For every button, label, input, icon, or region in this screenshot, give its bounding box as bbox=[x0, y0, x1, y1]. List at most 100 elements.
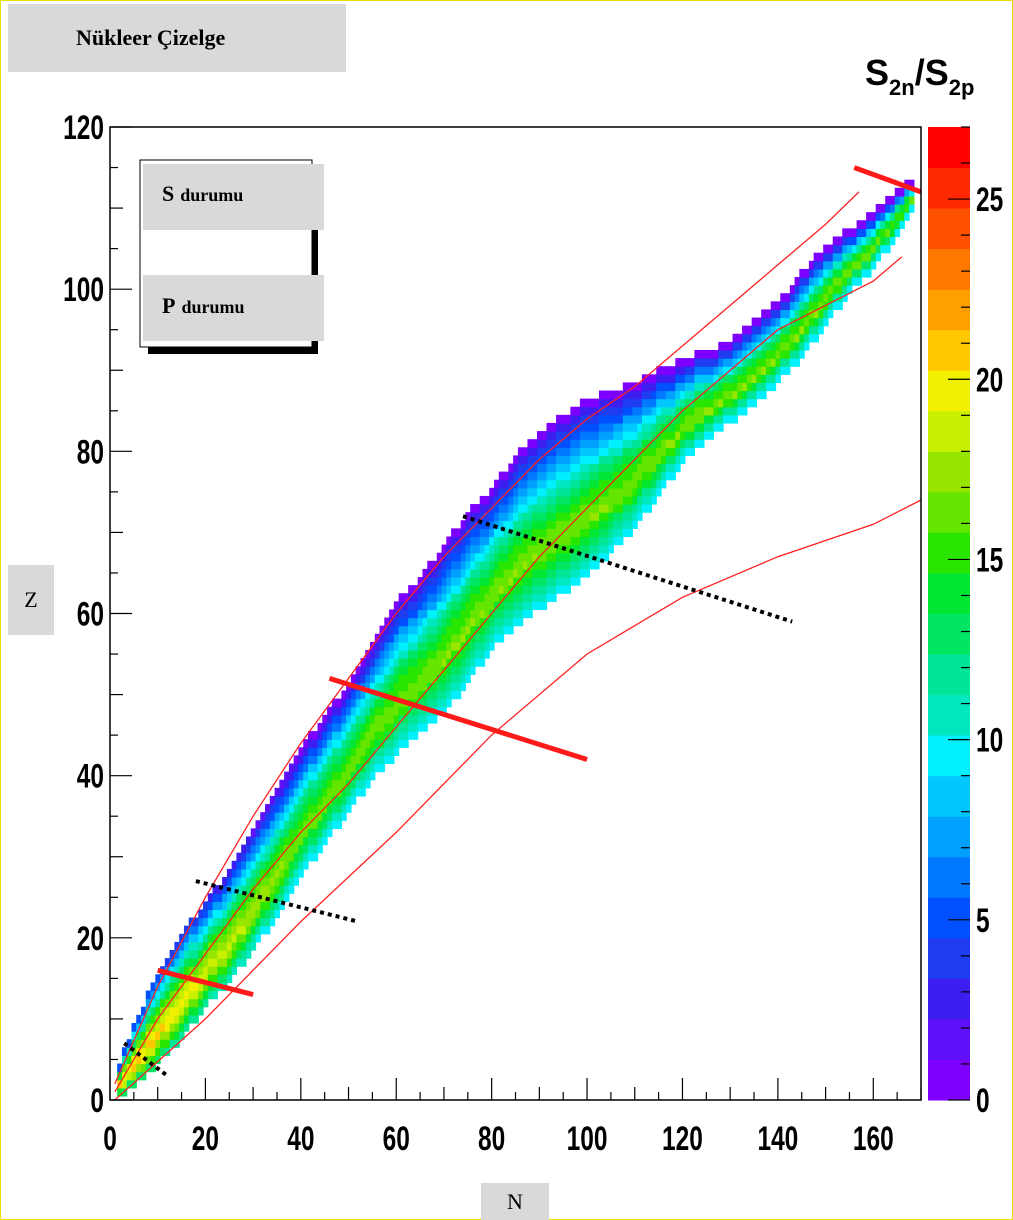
heatmap-cell bbox=[618, 528, 624, 538]
heatmap-cell bbox=[727, 414, 734, 424]
heatmap-cell bbox=[517, 552, 524, 562]
heatmap-cell bbox=[594, 463, 600, 473]
heatmap-cell bbox=[145, 998, 152, 1008]
heatmap-cell bbox=[327, 763, 333, 773]
heatmap-cell bbox=[203, 966, 209, 975]
heatmap-cell bbox=[522, 577, 529, 586]
heatmap-cell bbox=[255, 860, 261, 870]
dotted-black-line bbox=[462, 514, 793, 624]
heatmap-cell bbox=[756, 390, 762, 400]
heatmap-cell bbox=[885, 220, 891, 229]
heatmap-cell bbox=[479, 625, 486, 635]
heatmap-cell bbox=[827, 252, 834, 262]
heatmap-cell bbox=[551, 520, 557, 529]
heatmap-cell bbox=[327, 804, 333, 813]
heatmap-cell bbox=[823, 285, 829, 294]
heatmap-cell bbox=[145, 1039, 152, 1048]
heatmap-cell bbox=[255, 933, 261, 943]
heatmap-cell bbox=[641, 414, 648, 424]
heatmap-cell bbox=[536, 577, 543, 586]
heatmap-cell bbox=[455, 690, 462, 700]
heatmap-cell bbox=[794, 325, 800, 335]
heatmap-cell bbox=[346, 739, 352, 748]
heatmap-cell bbox=[746, 341, 753, 351]
heatmap-cell bbox=[584, 544, 591, 554]
heatmap-cell bbox=[875, 252, 882, 262]
heatmap-cell bbox=[331, 731, 338, 740]
heatmap-cell bbox=[646, 374, 653, 384]
heatmap-cell bbox=[818, 252, 824, 262]
heatmap-cell bbox=[689, 406, 695, 416]
heatmap-cell bbox=[622, 495, 629, 505]
heatmap-cell bbox=[703, 431, 710, 440]
heatmap-cell bbox=[556, 447, 562, 456]
heatmap-cell bbox=[460, 658, 467, 667]
heatmap-cell bbox=[546, 471, 552, 481]
heatmap-cell bbox=[217, 909, 223, 919]
heatmap-cell bbox=[436, 633, 443, 643]
heatmap-cell bbox=[360, 714, 366, 724]
heatmap-cell bbox=[427, 601, 433, 611]
heatmap-cell bbox=[403, 593, 409, 602]
heatmap-cell bbox=[727, 390, 734, 400]
heatmap-cell bbox=[465, 641, 471, 651]
heatmap-cell bbox=[412, 617, 419, 627]
heatmap-cell bbox=[226, 950, 233, 959]
heatmap-cell bbox=[269, 901, 276, 911]
heatmap-cell bbox=[312, 731, 319, 740]
heatmap-cell bbox=[141, 1063, 147, 1073]
heatmap-cell bbox=[565, 536, 571, 546]
heatmap-cell bbox=[284, 804, 290, 813]
heatmap-cell bbox=[494, 544, 500, 554]
heatmap-cell bbox=[327, 795, 333, 805]
heatmap-cell bbox=[780, 333, 786, 343]
heatmap-cell bbox=[651, 463, 657, 473]
heatmap-cell bbox=[785, 341, 791, 351]
heatmap-cell bbox=[393, 649, 400, 659]
heatmap-cell bbox=[236, 958, 242, 967]
heatmap-cell bbox=[579, 414, 586, 424]
heatmap-cell bbox=[231, 868, 238, 878]
heatmap-cell bbox=[412, 658, 419, 667]
heatmap-cell bbox=[336, 714, 342, 724]
heatmap-cell bbox=[656, 479, 662, 489]
heatmap-cell bbox=[417, 585, 424, 594]
heatmap-cell bbox=[379, 658, 385, 667]
heatmap-cell bbox=[293, 779, 300, 789]
heatmap-cell bbox=[322, 771, 328, 781]
red-curve bbox=[114, 191, 860, 1085]
heatmap-cell bbox=[804, 285, 810, 294]
heatmap-cell bbox=[756, 366, 762, 375]
heatmap-cell bbox=[909, 179, 915, 189]
heatmap-cell bbox=[551, 439, 557, 448]
heatmap-cell bbox=[508, 609, 514, 619]
heatmap-cell bbox=[517, 479, 524, 489]
heatmap-cell bbox=[546, 593, 552, 602]
heatmap-cell bbox=[298, 812, 304, 821]
heatmap-cell bbox=[503, 504, 509, 513]
heatmap-cell bbox=[589, 439, 595, 448]
heatmap-cell bbox=[370, 649, 376, 659]
heatmap-cell bbox=[365, 763, 371, 773]
heatmap-cell bbox=[241, 868, 247, 878]
heatmap-cell bbox=[427, 658, 433, 667]
heatmap-cell bbox=[589, 504, 595, 513]
heatmap-cell bbox=[360, 779, 366, 789]
heatmap-cell bbox=[851, 244, 858, 254]
heatmap-cell bbox=[513, 577, 519, 586]
heatmap-cell bbox=[780, 301, 786, 311]
heatmap-cell bbox=[708, 414, 715, 424]
heatmap-cell bbox=[298, 820, 304, 829]
heatmap-cell bbox=[455, 682, 462, 692]
heatmap-cell bbox=[756, 374, 762, 384]
heatmap-cell bbox=[393, 658, 400, 667]
heatmap-cell bbox=[560, 520, 567, 529]
heatmap-cell bbox=[560, 495, 567, 505]
heatmap-cell bbox=[441, 593, 447, 602]
heatmap-cell bbox=[355, 739, 362, 748]
heatmap-cell bbox=[827, 268, 834, 278]
heatmap-cell bbox=[637, 512, 643, 521]
heatmap-cell bbox=[131, 1022, 137, 1032]
heatmap-cell bbox=[245, 941, 252, 951]
heatmap-cell bbox=[255, 836, 261, 846]
